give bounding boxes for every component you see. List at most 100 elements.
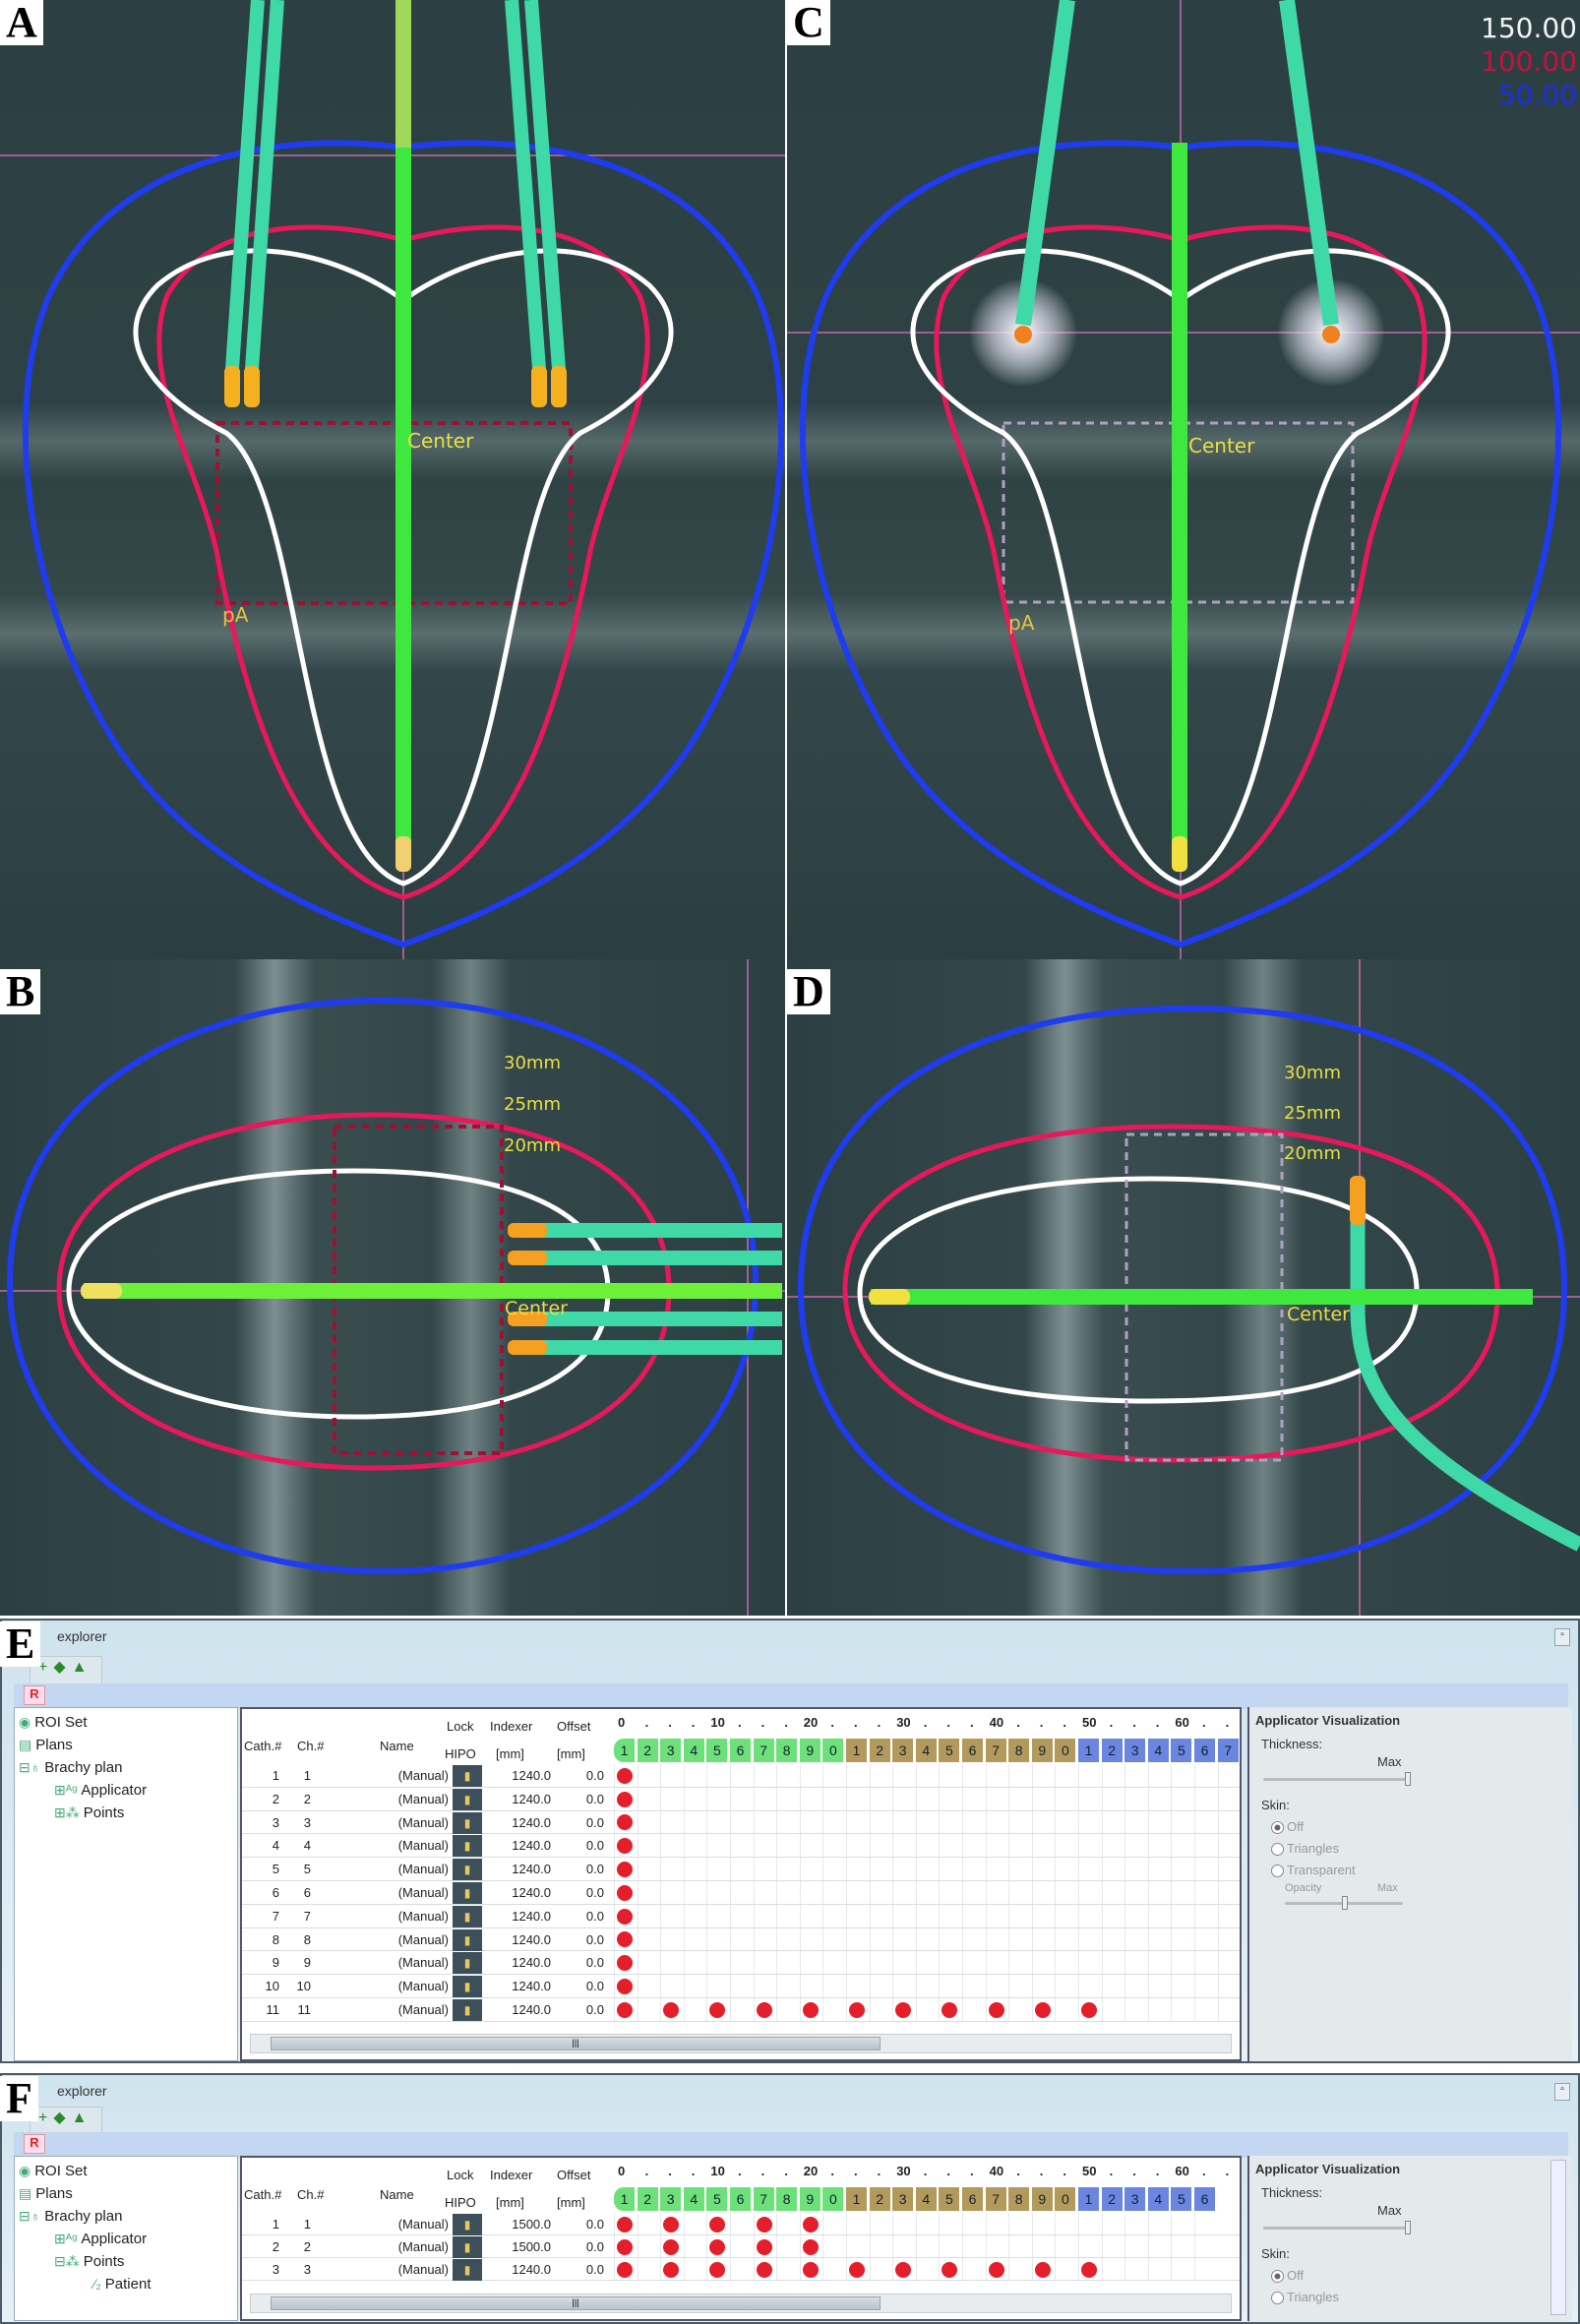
up-arrow-icon[interactable]: ▲	[71, 2110, 93, 2126]
opacity-slider[interactable]	[1285, 1896, 1403, 1910]
dwell-position-dot[interactable]	[617, 1814, 633, 1831]
position-cell[interactable]: 8	[1008, 2187, 1031, 2211]
position-cell[interactable]: 6	[1194, 2187, 1216, 2211]
position-cell[interactable]: 1	[614, 1739, 636, 1762]
position-cell[interactable]: 5	[706, 1739, 729, 1762]
dwell-position-dot[interactable]	[617, 1979, 633, 1995]
table-row[interactable]: 7 7 (Manual) ▮ 1240.0 0.0	[242, 1905, 1240, 1928]
move-icon[interactable]: ◆	[53, 2110, 72, 2126]
radio-button[interactable]	[1271, 2270, 1284, 2284]
position-cell[interactable]: 3	[1124, 1739, 1147, 1762]
position-cell[interactable]: 3	[892, 1739, 915, 1762]
position-cell[interactable]: 5	[1171, 2187, 1193, 2211]
lock-toggle-icon[interactable]: ▮	[453, 1835, 482, 1858]
position-cell[interactable]: 9	[799, 2187, 821, 2211]
tree-item-patient[interactable]: ⁄₂ Patient	[93, 2276, 151, 2293]
dwell-position-dot[interactable]	[617, 1838, 633, 1855]
dwell-position-dot[interactable]	[617, 1791, 633, 1807]
lock-toggle-icon[interactable]: ▮	[453, 2259, 482, 2281]
position-cell[interactable]: 3	[660, 2187, 683, 2211]
dwell-position-dot[interactable]	[895, 2261, 912, 2278]
position-cell[interactable]: 4	[683, 2187, 705, 2211]
table-row[interactable]: 1 1 (Manual) ▮ 1240.0 0.0	[242, 1764, 1240, 1788]
position-cell[interactable]: 7	[753, 1739, 775, 1762]
position-cell[interactable]: 2	[1101, 2187, 1124, 2211]
dwell-position-dot[interactable]	[802, 2216, 819, 2232]
position-cell[interactable]: 9	[799, 1739, 821, 1762]
dwell-position-dot[interactable]	[617, 2001, 633, 2018]
position-cell[interactable]: 9	[1031, 2187, 1054, 2211]
position-cell[interactable]: 9	[1031, 1739, 1054, 1762]
lock-toggle-icon[interactable]: ▮	[453, 1882, 482, 1904]
position-cell[interactable]: 7	[985, 2187, 1007, 2211]
position-cell[interactable]: 3	[892, 2187, 915, 2211]
dwell-position-dot[interactable]	[1081, 2261, 1097, 2278]
dwell-position-dot[interactable]	[988, 2001, 1004, 2018]
table-row[interactable]: 3 3 (Manual) ▮ 1240.0 0.0	[242, 1811, 1240, 1835]
position-cell[interactable]: 6	[730, 2187, 752, 2211]
dwell-position-dot[interactable]	[1034, 2001, 1051, 2018]
position-cell[interactable]: 4	[915, 1739, 938, 1762]
table-row[interactable]: 3 3 (Manual) ▮ 1240.0 0.0	[242, 2258, 1240, 2281]
table-row[interactable]: 6 6 (Manual) ▮ 1240.0 0.0	[242, 1881, 1240, 1905]
slider-knob[interactable]	[1405, 1772, 1411, 1786]
dwell-position-dot[interactable]	[617, 2238, 633, 2255]
lock-toggle-icon[interactable]: ▮	[453, 1976, 482, 1998]
position-cell[interactable]: 8	[776, 1739, 799, 1762]
position-cell[interactable]: 4	[1147, 1739, 1170, 1762]
thickness-slider[interactable]	[1263, 1772, 1411, 1786]
add-icon[interactable]: +	[38, 1659, 54, 1676]
position-cell[interactable]: 6	[962, 2187, 984, 2211]
dwell-position-dot[interactable]	[663, 2238, 680, 2255]
dwell-position-dot[interactable]	[709, 2261, 726, 2278]
position-cell[interactable]: 0	[822, 1739, 845, 1762]
dwell-position-dot[interactable]	[617, 2261, 633, 2278]
position-cell[interactable]: 0	[1055, 2187, 1077, 2211]
lock-toggle-icon[interactable]: ▮	[453, 1859, 482, 1881]
radio-button[interactable]	[1271, 1843, 1284, 1857]
position-cell[interactable]: 6	[1194, 1739, 1216, 1762]
slider-knob[interactable]	[1342, 1896, 1348, 1910]
tree-item-plans[interactable]: ▤ Plans	[19, 1737, 73, 1753]
dwell-position-dot[interactable]	[802, 2238, 819, 2255]
skin-option-off[interactable]: Off	[1271, 2268, 1304, 2284]
lock-toggle-icon[interactable]: ▮	[453, 1811, 482, 1834]
position-cell[interactable]: 6	[962, 1739, 984, 1762]
skin-option-transparent[interactable]: Transparent	[1271, 1863, 1356, 1878]
dwell-position-dot[interactable]	[663, 2001, 680, 2018]
move-icon[interactable]: ◆	[53, 1659, 72, 1676]
dwell-position-dot[interactable]	[849, 2001, 865, 2018]
red-tool-button[interactable]: R	[24, 1685, 45, 1705]
dwell-position-dot[interactable]	[617, 2216, 633, 2232]
red-tool-button[interactable]: R	[24, 2134, 45, 2154]
dwell-position-dot[interactable]	[617, 1884, 633, 1901]
position-cell[interactable]: 1	[846, 1739, 868, 1762]
position-cell[interactable]: 1	[1078, 1739, 1100, 1762]
close-panel-button[interactable]: ▫	[1554, 2083, 1570, 2101]
position-cell[interactable]: 7	[1217, 1739, 1240, 1762]
close-panel-button[interactable]: ▫	[1554, 1628, 1570, 1646]
dwell-position-dot[interactable]	[942, 2261, 958, 2278]
lock-toggle-icon[interactable]: ▮	[453, 1928, 482, 1951]
position-cell[interactable]: 4	[915, 2187, 938, 2211]
table-row[interactable]: 10 10 (Manual) ▮ 1240.0 0.0	[242, 1975, 1240, 1998]
position-cell[interactable]: 2	[869, 1739, 891, 1762]
dwell-position-dot[interactable]	[617, 1862, 633, 1878]
lock-toggle-icon[interactable]: ▮	[453, 1999, 482, 2021]
vertical-scrollbar[interactable]	[1550, 2160, 1566, 2315]
dwell-position-dot[interactable]	[709, 2238, 726, 2255]
lock-toggle-icon[interactable]: ▮	[453, 1765, 482, 1787]
tree-item-roi-set[interactable]: ◉ ROI Set	[19, 1714, 88, 1731]
tree-item-points[interactable]: ⊟⁂ Points	[54, 2253, 124, 2270]
position-cell[interactable]: 5	[1171, 1739, 1193, 1762]
position-cell[interactable]: 5	[706, 2187, 729, 2211]
skin-option-off[interactable]: Off	[1271, 1819, 1304, 1835]
tree-item-brachy-plan[interactable]: ⊟♁ Brachy plan	[19, 1759, 122, 1776]
scrollbar-thumb[interactable]: |||	[271, 2296, 881, 2310]
position-cell[interactable]: 8	[776, 2187, 799, 2211]
position-cell[interactable]: 4	[683, 1739, 705, 1762]
table-row[interactable]: 2 2 (Manual) ▮ 1240.0 0.0	[242, 1788, 1240, 1811]
radio-button[interactable]	[1271, 1865, 1284, 1878]
position-cell[interactable]: 8	[1008, 1739, 1031, 1762]
table-row[interactable]: 4 4 (Manual) ▮ 1240.0 0.0	[242, 1834, 1240, 1859]
